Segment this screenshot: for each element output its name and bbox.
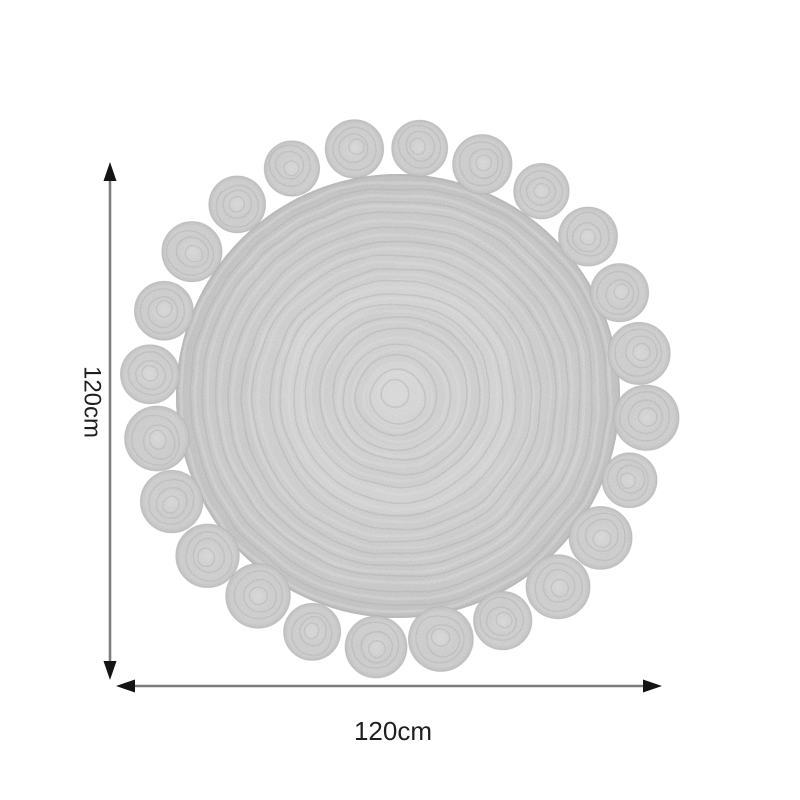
width-dimension: 120cm bbox=[116, 679, 662, 746]
rug-image bbox=[119, 119, 680, 679]
height-dimension-label: 120cm bbox=[79, 366, 106, 438]
rug-texture-grain-light bbox=[120, 119, 680, 678]
arrow-down-icon bbox=[103, 661, 117, 680]
rug-texture bbox=[120, 119, 680, 678]
width-dimension-label: 120cm bbox=[354, 716, 432, 746]
arrow-left-icon bbox=[116, 679, 135, 693]
arrow-up-icon bbox=[103, 162, 117, 181]
height-dimension: 120cm bbox=[79, 162, 117, 680]
arrow-right-icon bbox=[643, 679, 662, 693]
